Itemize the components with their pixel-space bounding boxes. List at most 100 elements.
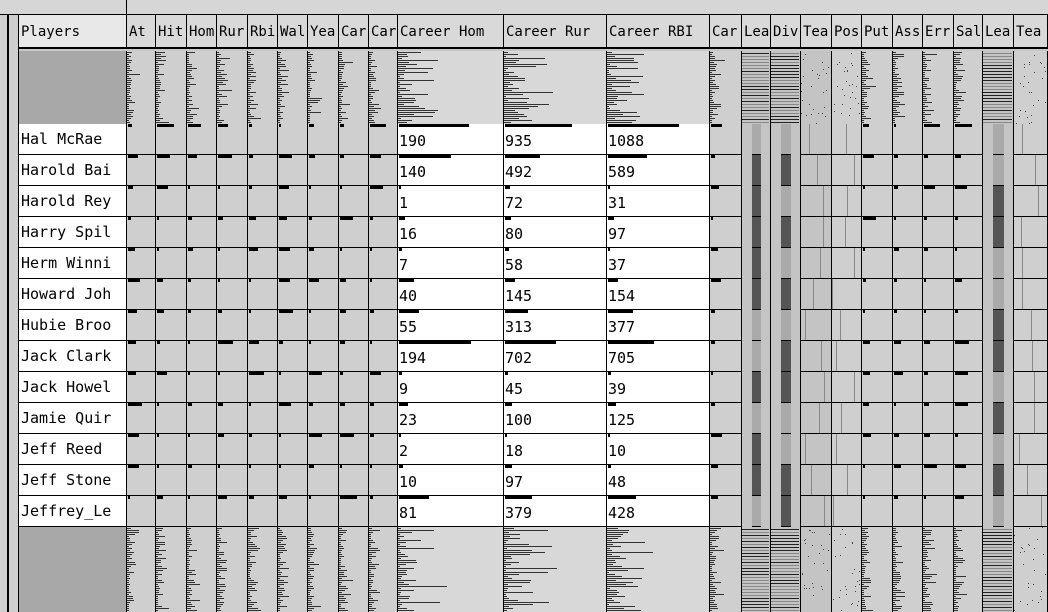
data-cell[interactable] [862,372,892,403]
data-cell[interactable] [862,186,892,217]
data-cell[interactable] [801,279,831,310]
data-cell[interactable] [248,155,277,186]
data-cell[interactable] [217,124,247,155]
data-cell[interactable] [369,279,397,310]
data-cell[interactable] [862,310,892,341]
column-atbat[interactable] [127,51,156,612]
column-players[interactable]: Hal McRae Harold Bai Harold Rey Harry Spil… [19,51,127,612]
data-cell[interactable] [1014,465,1047,496]
data-cell[interactable] [923,341,953,372]
data-cell[interactable] [752,248,761,279]
column-header-careerruns[interactable]: Career Rur [504,15,607,49]
data-cell[interactable] [339,186,368,217]
data-cell[interactable] [923,155,953,186]
data-cell[interactable] [278,372,307,403]
data-cell[interactable] [187,434,216,465]
data-cell[interactable] [308,496,338,527]
data-cell[interactable]: 379 [504,496,606,527]
data-cell[interactable] [801,248,831,279]
data-cell[interactable] [1014,496,1047,527]
column-header-years[interactable]: Yea [308,15,339,49]
data-cell[interactable] [923,403,953,434]
data-cell[interactable] [954,279,982,310]
data-cell[interactable] [923,124,953,155]
data-cell[interactable] [308,403,338,434]
data-cell[interactable] [752,124,761,155]
data-cell[interactable] [156,434,186,465]
data-cell[interactable]: 10 [607,434,709,465]
data-cell[interactable] [893,434,922,465]
data-cell[interactable] [893,248,922,279]
player-name-cell[interactable]: Jeff Reed [19,434,126,465]
data-cell[interactable] [127,124,155,155]
data-cell[interactable] [752,465,761,496]
data-cell[interactable] [993,248,1004,279]
data-cell[interactable] [752,217,761,248]
column-rbi[interactable] [248,51,278,612]
column-errors[interactable] [923,51,954,612]
data-cell[interactable]: 100 [504,403,606,434]
data-cell[interactable] [339,217,368,248]
column-header-salary[interactable]: Sal [954,15,983,49]
column-runs[interactable] [217,51,248,612]
player-name-cell[interactable]: Howard Joh [19,279,126,310]
data-cell[interactable] [248,434,277,465]
data-cell[interactable] [710,341,741,372]
data-cell[interactable] [832,124,861,155]
data-cell[interactable] [278,496,307,527]
column-header-league2[interactable]: Lea [983,15,1014,49]
data-cell[interactable] [752,372,761,403]
data-cell[interactable] [278,217,307,248]
data-cell[interactable] [187,124,216,155]
data-cell[interactable] [339,310,368,341]
data-cell[interactable] [781,279,791,310]
player-name-cell[interactable]: Harold Rey [19,186,126,217]
data-cell[interactable] [217,310,247,341]
column-header-pos[interactable]: Pos [832,15,862,49]
data-cell[interactable] [1014,372,1047,403]
data-cell[interactable] [187,279,216,310]
column-header-league[interactable]: Lea [742,15,771,49]
data-cell[interactable] [752,341,761,372]
data-cell[interactable] [923,465,953,496]
data-cell[interactable] [369,248,397,279]
data-cell[interactable] [710,496,741,527]
data-cell[interactable]: 125 [607,403,709,434]
data-cell[interactable] [156,124,186,155]
data-cell[interactable] [710,310,741,341]
data-cell[interactable] [217,248,247,279]
data-cell[interactable] [801,124,831,155]
data-cell[interactable] [862,217,892,248]
data-cell[interactable] [156,372,186,403]
data-cell[interactable] [781,496,791,527]
data-cell[interactable] [339,155,368,186]
column-header-careerrbi[interactable]: Career RBI [607,15,710,49]
data-cell[interactable] [801,155,831,186]
data-cell[interactable] [1014,217,1047,248]
data-cell[interactable] [156,403,186,434]
column-careerhome[interactable]: 190 140 1 16 7 40 55 194 9 23 2 10 81 [398,51,504,612]
data-cell[interactable] [862,248,892,279]
data-cell[interactable] [993,403,1004,434]
data-cell[interactable] [923,496,953,527]
data-cell[interactable]: 55 [398,310,503,341]
data-cell[interactable] [781,248,791,279]
data-cell[interactable] [217,155,247,186]
column-header-car3[interactable]: Car [710,15,742,49]
column-header-atbat[interactable]: At [127,15,156,49]
data-cell[interactable] [801,310,831,341]
data-cell[interactable] [993,310,1004,341]
data-cell[interactable] [369,465,397,496]
data-cell[interactable] [801,434,831,465]
data-cell[interactable]: 702 [504,341,606,372]
column-careerruns[interactable]: 935 492 72 80 58 145 313 702 45 100 18 97 379 [504,51,607,612]
data-cell[interactable] [893,496,922,527]
data-cell[interactable] [993,124,1004,155]
data-cell[interactable] [187,465,216,496]
column-league[interactable] [742,51,771,612]
data-cell[interactable] [893,217,922,248]
column-header-players[interactable]: Players [19,15,127,49]
data-cell[interactable] [832,403,861,434]
data-cell[interactable] [308,341,338,372]
data-cell[interactable] [801,403,831,434]
